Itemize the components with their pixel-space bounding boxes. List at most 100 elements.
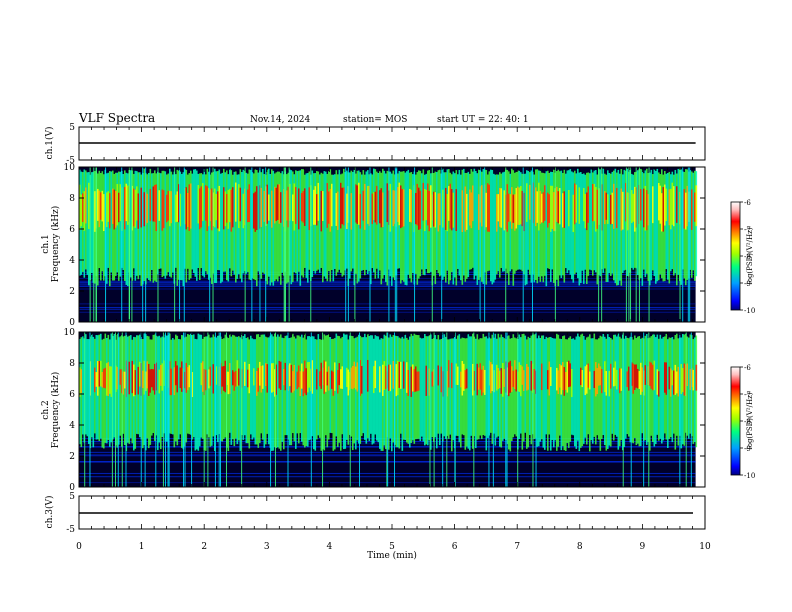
ch2-emission-column: [358, 334, 360, 444]
ch1-emission-core: [668, 189, 671, 226]
ch1-emission-core: [155, 184, 158, 232]
ch2-colorbar-label: log(PSD)(V²/Hz): [746, 392, 754, 449]
ch2-sferic-line: [114, 332, 116, 487]
ch1-emission-core: [425, 189, 428, 221]
ch1-emission-core: [514, 194, 516, 231]
ch2-sferic-line: [182, 332, 184, 487]
ch1-emission-core: [506, 184, 509, 232]
ch2-emission-column: [569, 336, 572, 442]
ch2-emission-column: [422, 338, 425, 442]
ch1-emission-core: [158, 190, 161, 221]
ch1-emission-column: [665, 173, 668, 270]
ch2-emission-core: [461, 361, 464, 396]
ch1-emission-column: [281, 171, 284, 273]
ch2-emission-core: [668, 366, 671, 390]
ch2-emission-core: [338, 363, 341, 386]
ch1-sferic-line: [142, 167, 144, 322]
ch1-emission-core: [287, 186, 290, 228]
ch1-emission-column: [436, 172, 438, 271]
ch1-emission-core: [640, 189, 642, 221]
ch1-emission-column: [278, 171, 281, 277]
ch1-colorbar-gradient: [730, 201, 741, 311]
ch1-sferic-line: [284, 167, 286, 322]
ch1-emission-column: [608, 172, 611, 274]
ch1-emission-core: [278, 184, 281, 224]
ch1-emission-column: [269, 173, 272, 286]
ch2-emission-core: [652, 364, 654, 391]
ch2-emission-column: [253, 339, 255, 438]
ch1-emission-column: [502, 172, 504, 272]
ch1-emission-column: [290, 170, 293, 285]
ch1-emission-core: [82, 193, 84, 222]
ch2-emission-core: [152, 369, 155, 391]
ch2-emission-core: [223, 366, 225, 391]
ch1-emission-column: [176, 169, 179, 286]
ch2-emission-column: [581, 333, 584, 447]
ch1-colorbar-label: log(PSD)(V²/Hz): [746, 227, 754, 284]
ch2-emission-core: [350, 367, 353, 389]
ch1-emission-core: [376, 185, 378, 225]
ch2-sferic-line: [394, 332, 396, 487]
ch1-emission-core: [176, 191, 179, 222]
ch2-emission-core: [431, 371, 434, 387]
ch2-sferic-line: [164, 332, 166, 487]
ch2-emission-core: [388, 364, 390, 391]
ch1-emission-core: [178, 184, 180, 223]
ch1-spec-ytick-label: 6: [69, 225, 75, 235]
ch1-emission-core: [314, 186, 317, 225]
ch1-emission-core: [695, 185, 698, 227]
ch2-emission-column: [607, 334, 609, 449]
ch2-colorbar-tick-label: -6: [744, 364, 751, 372]
ch2-emission-core: [374, 360, 377, 389]
ch2-colorbar: [730, 366, 741, 476]
ch1-emission-core: [386, 183, 389, 223]
ch2-spec-ytick-label: 4: [69, 421, 75, 431]
ch2-sferic-line: [532, 332, 534, 487]
ch2-emission-column: [424, 334, 426, 446]
ch2-emission-column: [398, 337, 401, 449]
ch1-emission-column: [194, 169, 197, 277]
ch1-sferic-line: [414, 167, 416, 322]
ch2-spec-ytick-label: 8: [69, 359, 75, 369]
x-tick-label: 0: [76, 542, 82, 552]
ch2-emission-core: [484, 369, 486, 395]
ch2-emission-core: [502, 363, 504, 397]
ch1-emission-core: [80, 194, 83, 227]
ch2-emission-core: [389, 364, 392, 392]
ch1-emission-core: [298, 188, 300, 230]
ch1-emission-core: [218, 185, 221, 232]
ch1-emission-core: [503, 190, 506, 231]
ch2-emission-column: [215, 337, 218, 436]
x-axis-label: Time (min): [367, 550, 417, 561]
ch1-emission-core: [229, 188, 231, 223]
ch2-emission-column: [385, 335, 387, 450]
ch2-sferic-line: [690, 332, 692, 487]
ch1-emission-core: [646, 190, 648, 231]
ch2-emission-core: [677, 366, 680, 397]
ch1-emission-core: [658, 183, 660, 221]
ch1-emission-column: [277, 171, 279, 282]
ch1-emission-column: [272, 170, 275, 286]
ch1-emission-core: [433, 191, 435, 227]
ch1-emission-core: [487, 183, 489, 232]
ch1-emission-column: [614, 168, 617, 284]
ch1-emission-core: [526, 183, 528, 222]
ch1-sferic-line: [179, 167, 181, 322]
ch2-emission-column: [298, 335, 300, 444]
ch3-wave-ytick-label: 5: [69, 492, 75, 502]
ch1-emission-core: [427, 183, 429, 226]
ch1-emission-column: [235, 171, 237, 283]
ch1-emission-column: [650, 169, 653, 281]
ch2-emission-column: [319, 339, 321, 438]
ch1-emission-core: [149, 189, 152, 222]
ch2-sferic-line: [473, 332, 475, 487]
ch1-emission-core: [613, 183, 615, 229]
ch1-emission-column: [529, 172, 531, 275]
ch2-emission-core: [440, 366, 443, 393]
ch2-emission-core: [497, 368, 500, 389]
ch2-emission-core: [410, 366, 413, 397]
ch2-emission-core: [640, 362, 642, 395]
ch2-emission-column: [343, 333, 345, 450]
ch1-emission-column: [203, 168, 206, 278]
ch1-emission-core: [466, 193, 468, 230]
